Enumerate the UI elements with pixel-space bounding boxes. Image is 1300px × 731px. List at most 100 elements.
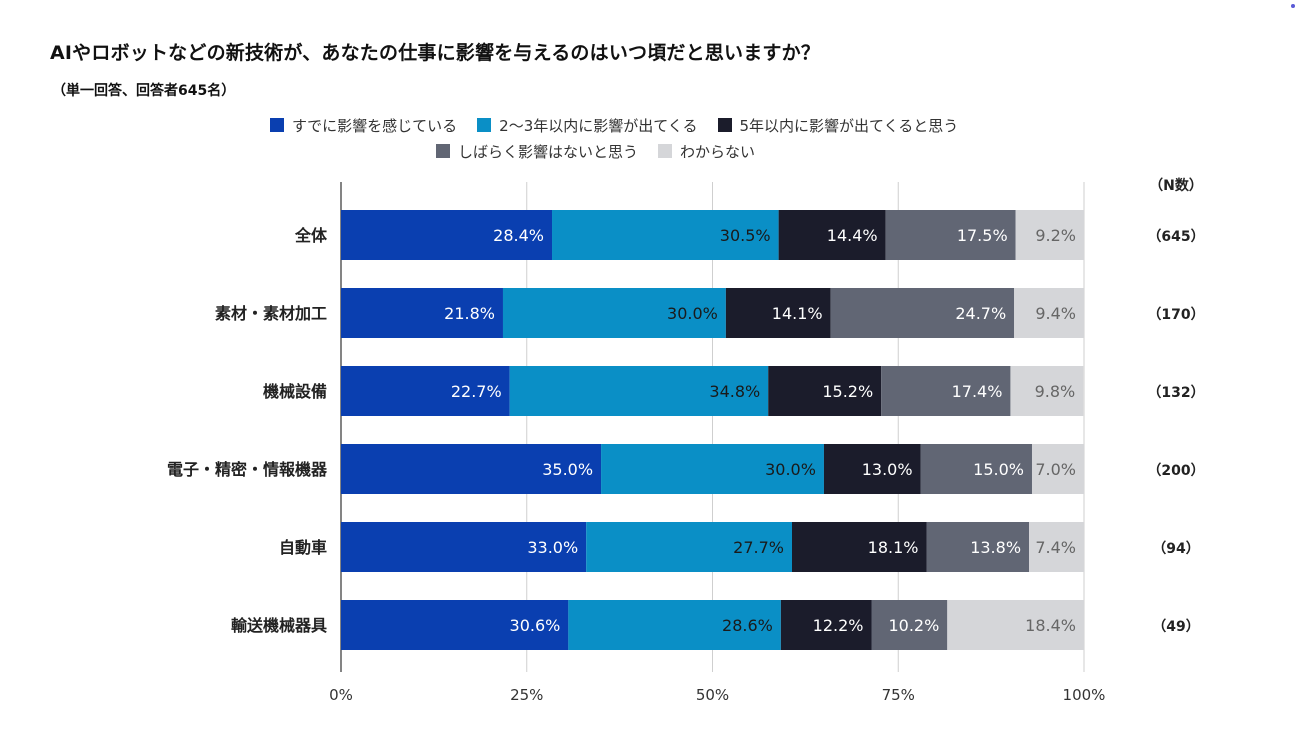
corner-dot bbox=[1291, 4, 1295, 8]
bar-segment bbox=[768, 366, 882, 416]
data-label: 17.5% bbox=[957, 226, 1008, 245]
data-label: 18.1% bbox=[868, 538, 919, 557]
data-label: 24.7% bbox=[955, 304, 1006, 323]
bar-segment bbox=[341, 366, 510, 416]
x-tick-label: 25% bbox=[510, 686, 543, 704]
data-label: 9.2% bbox=[1035, 226, 1076, 245]
bar-segment bbox=[778, 210, 886, 260]
bar-segment bbox=[780, 600, 872, 650]
bar-segment bbox=[792, 522, 927, 572]
legend-swatch bbox=[477, 118, 492, 132]
bar-segment bbox=[926, 522, 1030, 572]
data-label: 33.0% bbox=[527, 538, 578, 557]
data-label: 30.5% bbox=[720, 226, 771, 245]
bar-segment bbox=[341, 210, 553, 260]
legend-item-5-years: 5年以内に影響が出てくると思う bbox=[717, 115, 959, 136]
n-label: （49） bbox=[1152, 619, 1199, 635]
data-label: 9.8% bbox=[1035, 382, 1076, 401]
data-label: 28.4% bbox=[493, 226, 544, 245]
data-label: 15.0% bbox=[973, 460, 1024, 479]
bar-segment bbox=[1029, 522, 1084, 572]
legend-item-already: すでに影響を感じている bbox=[270, 115, 457, 136]
bar-segment bbox=[830, 288, 1015, 338]
data-label: 21.8% bbox=[444, 304, 495, 323]
legend-label: わからない bbox=[680, 142, 756, 161]
category-label: 機械設備 bbox=[263, 382, 327, 401]
data-label: 12.2% bbox=[813, 616, 864, 635]
bar-segment bbox=[509, 366, 769, 416]
chart-subtitle: （単一回答、回答者645名） bbox=[52, 83, 236, 99]
data-label: 30.0% bbox=[765, 460, 816, 479]
bar-segment bbox=[823, 444, 921, 494]
data-label: 7.4% bbox=[1035, 538, 1076, 557]
data-label: 35.0% bbox=[542, 460, 593, 479]
chart-title: AIやロボットなどの新技術が、あなたの仕事に影響を与えるのはいつ頃だと思いますか… bbox=[50, 42, 821, 64]
legend-label: しばらく影響はないと思う bbox=[458, 142, 639, 161]
bar-segment bbox=[947, 600, 1084, 650]
data-label: 28.6% bbox=[722, 616, 773, 635]
bar-segment bbox=[341, 600, 569, 650]
legend-item-dont-know: わからない bbox=[658, 141, 755, 162]
bar-segment bbox=[1015, 210, 1084, 260]
data-label: 13.0% bbox=[862, 460, 913, 479]
data-label: 30.0% bbox=[667, 304, 718, 323]
n-label: （170） bbox=[1147, 307, 1204, 323]
data-label: 10.2% bbox=[888, 616, 939, 635]
bar-segment bbox=[586, 522, 793, 572]
bar-segment bbox=[920, 444, 1032, 494]
category-label: 自動車 bbox=[279, 538, 327, 557]
bar-segment bbox=[1010, 366, 1084, 416]
bar-segment bbox=[341, 444, 602, 494]
x-tick-label: 75% bbox=[882, 686, 915, 704]
data-label: 15.2% bbox=[822, 382, 873, 401]
x-tick-label: 100% bbox=[1063, 686, 1106, 704]
legend-item-2-3-years: 2〜3年以内に影響が出てくる bbox=[477, 115, 698, 136]
data-label: 30.6% bbox=[510, 616, 561, 635]
legend-row-1: すでに影響を感じている 2〜3年以内に影響が出てくる 5年以内に影響が出てくると… bbox=[0, 112, 1300, 138]
bar-segment bbox=[1031, 444, 1084, 494]
legend-swatch bbox=[658, 144, 673, 158]
bar-segment bbox=[881, 366, 1011, 416]
category-label: 電子・精密・情報機器 bbox=[167, 460, 328, 479]
bar-segment bbox=[871, 600, 948, 650]
data-label: 18.4% bbox=[1025, 616, 1076, 635]
legend-row-2: しばらく影響はないと思う わからない bbox=[0, 138, 1300, 164]
legend-label: 2〜3年以内に影響が出てくる bbox=[499, 116, 698, 135]
bar-segment bbox=[341, 522, 587, 572]
legend-swatch bbox=[717, 118, 732, 132]
data-label: 22.7% bbox=[451, 382, 502, 401]
legend-label: 5年以内に影響が出てくると思う bbox=[739, 116, 959, 135]
bar-segment bbox=[568, 600, 781, 650]
legend-label: すでに影響を感じている bbox=[292, 116, 458, 135]
data-label: 34.8% bbox=[709, 382, 760, 401]
category-label: 全体 bbox=[294, 226, 328, 245]
n-header: （N数） bbox=[1149, 177, 1203, 194]
category-label: 素材・素材加工 bbox=[215, 304, 327, 323]
data-label: 13.8% bbox=[970, 538, 1021, 557]
legend-item-not-soon: しばらく影響はないと思う bbox=[436, 141, 638, 162]
data-label: 17.4% bbox=[952, 382, 1003, 401]
bar-segment bbox=[1014, 288, 1084, 338]
bar-segment bbox=[601, 444, 824, 494]
x-tick-label: 50% bbox=[696, 686, 729, 704]
data-label: 27.7% bbox=[733, 538, 784, 557]
bar-segment bbox=[725, 288, 831, 338]
data-label: 9.4% bbox=[1035, 304, 1076, 323]
n-label: （132） bbox=[1147, 385, 1204, 401]
data-label: 14.4% bbox=[827, 226, 878, 245]
bar-segment bbox=[341, 288, 503, 338]
n-label: （645） bbox=[1147, 229, 1204, 245]
n-label: （94） bbox=[1152, 541, 1199, 557]
n-label: （200） bbox=[1147, 463, 1204, 479]
bar-segment bbox=[502, 288, 726, 338]
data-label: 7.0% bbox=[1035, 460, 1076, 479]
x-tick-label: 0% bbox=[329, 686, 353, 704]
data-label: 14.1% bbox=[772, 304, 823, 323]
bar-segment bbox=[552, 210, 779, 260]
legend-swatch bbox=[270, 118, 284, 132]
category-label: 輸送機械器具 bbox=[231, 616, 327, 635]
bar-segment bbox=[885, 210, 1016, 260]
legend-swatch bbox=[436, 144, 450, 158]
legend: すでに影響を感じている 2〜3年以内に影響が出てくる 5年以内に影響が出てくると… bbox=[0, 112, 1300, 164]
